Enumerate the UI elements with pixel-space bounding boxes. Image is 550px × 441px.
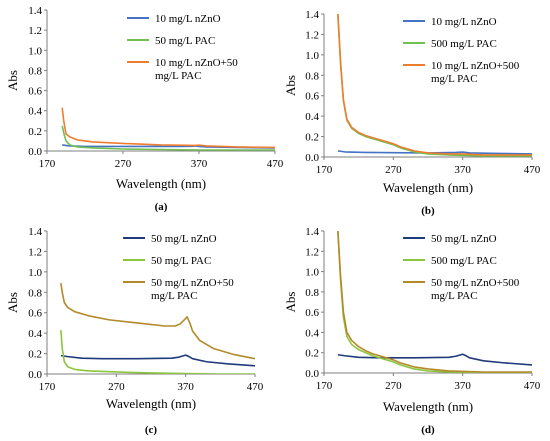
legend-label: 50 mg/L PAC	[155, 35, 215, 47]
legend-label: 500 mg/L PAC	[431, 38, 497, 50]
legend-label: 50 mg/L PAC	[151, 255, 211, 267]
y-tick-label: 0.2	[28, 349, 42, 361]
x-tick-label: 270	[115, 158, 132, 170]
panel-label: (a)	[155, 201, 168, 213]
legend: 50 mg/L nZnO 500 mg/L PAC 50 mg/L nZnO+500…	[403, 233, 520, 302]
x-tick-label: 370	[454, 164, 471, 176]
panel-label: (c)	[145, 424, 158, 436]
x-tick-label: 170	[316, 380, 333, 392]
y-tick-label: 0.2	[28, 126, 42, 138]
chart-panel-1: 0.0 0.2 0.4 0.6 0.8 1.0 1.2 1.4 170 270 370 470 Abs W…	[5, 5, 284, 213]
x-tick-label: 170	[39, 158, 56, 170]
series-group	[337, 13, 532, 157]
x-tick-label: 270	[108, 381, 125, 393]
y-tick-label: 1.4	[305, 226, 319, 238]
y-tick-label: 1.2	[28, 246, 42, 258]
series-line-3	[61, 107, 275, 149]
legend-label: 50 mg/L nZnO	[431, 233, 497, 245]
y-tick-label: 0.8	[28, 287, 42, 299]
y-tick-label: 1.4	[28, 226, 42, 238]
legend-label: 500 mg/L PAC	[431, 255, 497, 267]
series-line-2	[60, 330, 255, 374]
y-tick-label: 1.4	[28, 5, 42, 17]
y-tick-label: 0.2	[305, 348, 319, 360]
series-line-1	[337, 150, 532, 155]
legend-label: 10 mg/L nZnO+500 mg/L PAC	[431, 60, 520, 85]
y-tick-label: 0.4	[305, 327, 319, 339]
legend-label: 50 mg/L nZnO+50 mg/L PAC	[151, 277, 234, 302]
series-line-3	[337, 13, 532, 156]
y-axis-title: Abs	[283, 292, 298, 313]
y-tick-label: 0.8	[305, 70, 319, 82]
x-tick-label: 370	[177, 381, 194, 393]
x-tick-label: 170	[316, 164, 333, 176]
y-tick-label: 1.4	[305, 9, 319, 21]
series-line-1	[62, 144, 275, 149]
y-axis-title: Abs	[5, 70, 20, 91]
y-tick-label: 0.0	[28, 146, 42, 158]
series-group	[61, 107, 275, 151]
series-line-1	[60, 354, 255, 367]
series-line-3	[337, 230, 532, 373]
y-tick-label: 0.0	[305, 152, 319, 164]
y-tick-label: 0.4	[28, 328, 42, 340]
y-tick-label: 0.6	[305, 91, 319, 103]
y-tick-label: 0.6	[28, 308, 42, 320]
x-axis-title: Wavelength (nm)	[106, 396, 196, 411]
series-line-3	[60, 282, 255, 360]
chart-panel-3: 0.0 0.2 0.4 0.6 0.8 1.0 1.2 1.4 170 270 370 470 Abs W…	[5, 226, 264, 436]
legend: 10 mg/L nZnO 50 mg/L PAC 10 mg/L nZnO+50 mg…	[127, 13, 238, 82]
y-tick-label: 0.8	[28, 65, 42, 77]
panel-label: (b)	[421, 205, 435, 217]
x-axis-title: Wavelength (nm)	[383, 399, 473, 414]
panel-label: (d)	[421, 424, 435, 436]
y-tick-label: 1.0	[28, 267, 42, 279]
y-tick-label: 0.4	[28, 106, 42, 118]
y-tick-label: 0.2	[305, 132, 319, 144]
legend-label: 50 mg/L nZnO	[151, 233, 217, 245]
legend-label: 50 mg/L nZnO+500 mg/L PAC	[431, 277, 520, 302]
x-tick-label: 270	[385, 380, 402, 392]
legend-label: 10 mg/L nZnO+50 mg/L PAC	[155, 57, 238, 82]
series-line-1	[337, 353, 532, 366]
y-axis-title: Abs	[5, 292, 20, 313]
y-tick-label: 1.0	[305, 267, 319, 279]
chart-panel-4: 0.0 0.2 0.4 0.6 0.8 1.0 1.2 1.4 170 270 370 470 Abs W…	[283, 226, 541, 436]
legend-label: 10 mg/L nZnO	[155, 13, 221, 25]
y-tick-label: 0.4	[305, 111, 319, 123]
y-tick-label: 1.2	[28, 25, 42, 37]
legend: 10 mg/L nZnO 500 mg/L PAC 10 mg/L nZnO+500…	[403, 16, 520, 85]
x-tick-label: 370	[191, 158, 208, 170]
x-axis-title: Wavelength (nm)	[116, 176, 206, 191]
x-tick-label: 470	[267, 158, 284, 170]
y-tick-label: 1.2	[305, 29, 319, 41]
y-tick-label: 0.0	[305, 368, 319, 380]
x-tick-label: 470	[524, 164, 541, 176]
y-tick-label: 0.8	[305, 287, 319, 299]
series-group	[60, 282, 255, 374]
y-tick-label: 1.0	[305, 50, 319, 62]
x-tick-label: 470	[524, 380, 541, 392]
chart-panel-2: 0.0 0.2 0.4 0.6 0.8 1.0 1.2 1.4 170 270 370 470 Abs W…	[283, 9, 541, 217]
x-tick-label: 470	[247, 381, 264, 393]
y-tick-label: 0.0	[28, 369, 42, 381]
legend-label: 10 mg/L nZnO	[431, 16, 497, 28]
y-axis-title: Abs	[283, 75, 298, 96]
series-line-2	[61, 125, 275, 151]
legend: 50 mg/L nZnO 50 mg/L PAC 50 mg/L nZnO+50 mg…	[123, 233, 234, 302]
x-axis-title: Wavelength (nm)	[383, 180, 473, 195]
series-group	[337, 230, 532, 373]
x-tick-label: 270	[385, 164, 402, 176]
x-tick-label: 370	[454, 380, 471, 392]
y-tick-label: 0.6	[305, 307, 319, 319]
y-tick-label: 1.2	[305, 246, 319, 258]
y-tick-label: 1.0	[28, 45, 42, 57]
y-tick-label: 0.6	[28, 86, 42, 98]
x-tick-label: 170	[39, 381, 56, 393]
